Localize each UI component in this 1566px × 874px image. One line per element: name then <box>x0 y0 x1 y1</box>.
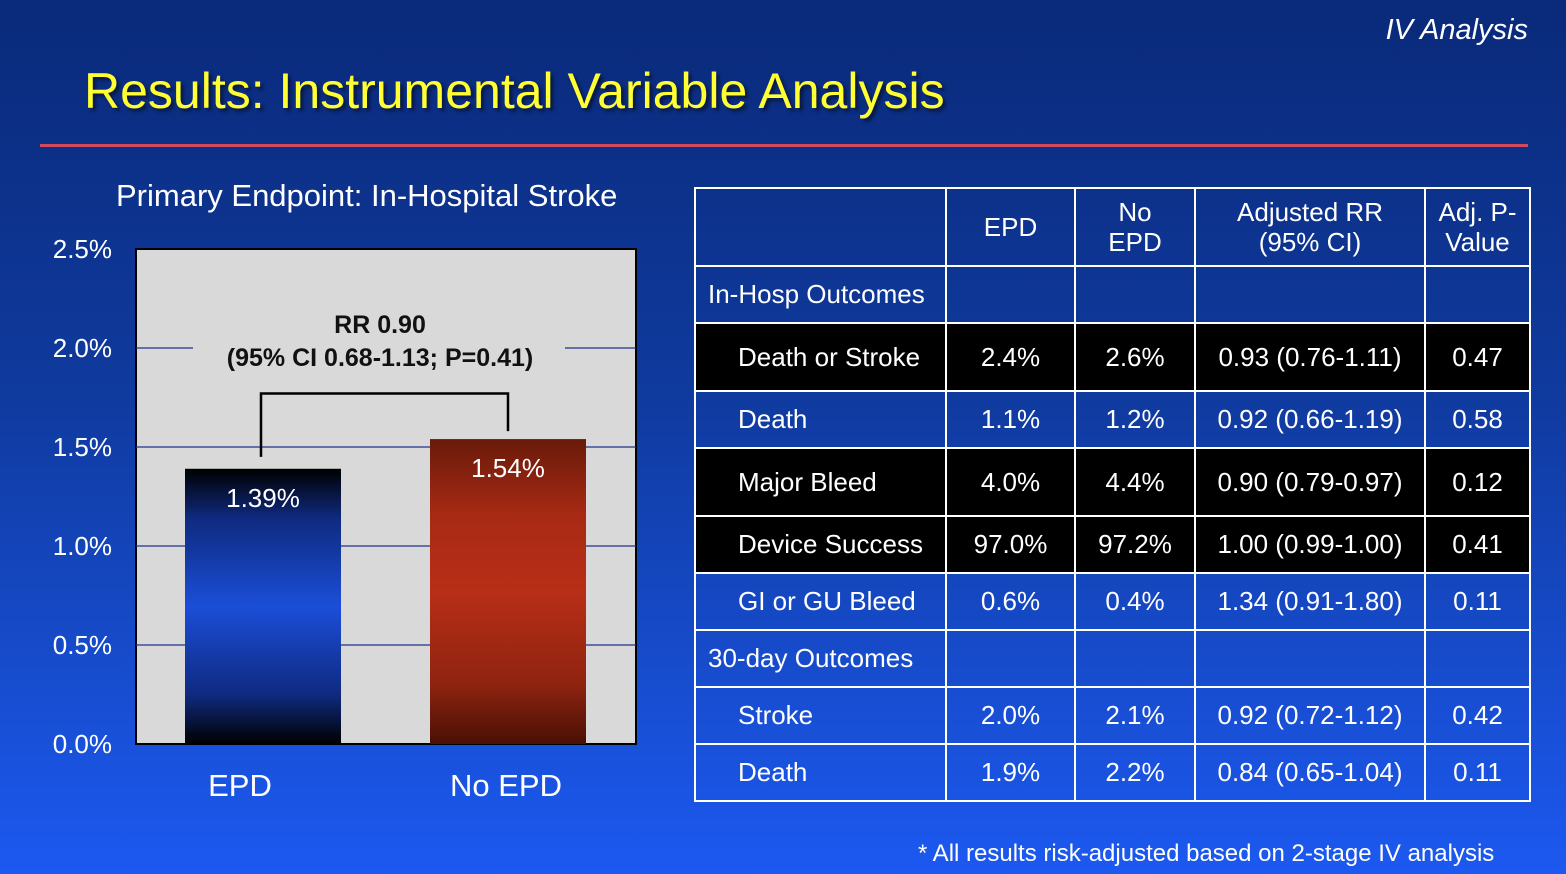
annotation-background <box>193 306 565 378</box>
row-label: 30-day Outcomes <box>694 629 947 688</box>
epd-value: 1.9% <box>945 743 1076 802</box>
adjusted-rr-value: 0.92 (0.66-1.19) <box>1194 390 1426 449</box>
header-cell-0 <box>694 187 947 267</box>
p-value <box>1424 629 1531 688</box>
p-value <box>1424 265 1531 324</box>
adjusted-rr-value: 0.92 (0.72-1.12) <box>1194 686 1426 745</box>
y-tick-label: 2.5% <box>53 234 112 264</box>
adjusted-rr-value: 1.34 (0.91-1.80) <box>1194 572 1426 631</box>
y-tick-label: 1.0% <box>53 531 112 561</box>
p-value: 0.47 <box>1424 322 1531 392</box>
row-label: Major Bleed <box>694 447 947 517</box>
table-row: Death or Stroke 2.4% 2.6% 0.93 (0.76-1.11) 0… <box>694 322 1531 392</box>
header-text: (95% CI) <box>1258 227 1362 257</box>
header-text: Adj. P- <box>1438 197 1517 227</box>
no-epd-value: 4.4% <box>1074 447 1196 517</box>
epd-value: 1.1% <box>945 390 1076 449</box>
table-row: Device Success 97.0% 97.2% 1.00 (0.99-1.00)… <box>694 515 1531 574</box>
no-epd-value: 2.1% <box>1074 686 1196 745</box>
no-epd-value <box>1074 629 1196 688</box>
comparison-bracket <box>259 392 510 457</box>
adjusted-rr-value: 0.90 (0.79-0.97) <box>1194 447 1426 517</box>
page-title: Results: Instrumental Variable Analysis <box>84 63 945 119</box>
no-epd-value: 1.2% <box>1074 390 1196 449</box>
section-label: IV Analysis <box>1385 14 1528 46</box>
epd-value: 2.4% <box>945 322 1076 392</box>
table-row: Major Bleed 4.0% 4.4% 0.90 (0.79-0.97) 0.12 <box>694 447 1531 517</box>
row-label: Stroke <box>694 686 947 745</box>
bar-epd <box>185 468 341 744</box>
header-text: Value <box>1445 227 1510 257</box>
p-value: 0.12 <box>1424 447 1531 517</box>
table-body: In-Hosp Outcomes Death or Stroke 2.4% 2.6% 0… <box>694 265 1531 802</box>
no-epd-value: 2.6% <box>1074 322 1196 392</box>
header-cell-4: Adj. P- Value <box>1424 187 1531 267</box>
p-value: 0.41 <box>1424 515 1531 574</box>
adjusted-rr-value: 0.93 (0.76-1.11) <box>1194 322 1426 392</box>
table-row: Death 1.1% 1.2% 0.92 (0.66-1.19) 0.58 <box>694 390 1531 449</box>
row-label: Death <box>694 743 947 802</box>
row-label: Device Success <box>694 515 947 574</box>
header-text: No <box>1118 197 1152 227</box>
x-tick-label: EPD <box>208 768 272 803</box>
results-table-container: EPD No EPD Adjusted RR (95% CI) Adj. P- Value … <box>694 187 1531 802</box>
bar-chart: 0.0% 0.5% 1.0% 1.5% 2.0% 2.5% 1.39% EPD 1.54% No … <box>53 234 637 803</box>
epd-value: 0.6% <box>945 572 1076 631</box>
y-tick-label: 1.5% <box>53 432 112 462</box>
header-text: EPD <box>983 212 1038 242</box>
footnote: * All results risk-adjusted based on 2-s… <box>918 840 1495 867</box>
y-tick-label: 0.0% <box>53 729 112 759</box>
data-label: 1.54% <box>471 453 545 483</box>
chart-title: Primary Endpoint: In-Hospital Stroke <box>116 178 618 213</box>
header-cell-1: EPD <box>945 187 1076 267</box>
header-text: EPD <box>1108 227 1162 257</box>
x-tick-label: No EPD <box>450 768 562 803</box>
no-epd-value: 0.4% <box>1074 572 1196 631</box>
y-tick-label: 2.0% <box>53 333 112 363</box>
table-section-row: 30-day Outcomes <box>694 629 1531 688</box>
epd-value <box>945 629 1076 688</box>
annotation-ci: (95% CI 0.68-1.13; P=0.41) <box>227 344 533 372</box>
adjusted-rr-value <box>1194 265 1426 324</box>
table-section-row: In-Hosp Outcomes <box>694 265 1531 324</box>
adjusted-rr-value: 0.84 (0.65-1.04) <box>1194 743 1426 802</box>
table-row: Stroke 2.0% 2.1% 0.92 (0.72-1.12) 0.42 <box>694 686 1531 745</box>
header-cell-3: Adjusted RR (95% CI) <box>1194 187 1426 267</box>
no-epd-value <box>1074 265 1196 324</box>
epd-value: 2.0% <box>945 686 1076 745</box>
adjusted-rr-value <box>1194 629 1426 688</box>
annotation-rr: RR 0.90 <box>334 311 426 339</box>
header-cell-2: No EPD <box>1074 187 1196 267</box>
p-value: 0.58 <box>1424 390 1531 449</box>
epd-value: 4.0% <box>945 447 1076 517</box>
y-tick-label: 0.5% <box>53 630 112 660</box>
p-value: 0.42 <box>1424 686 1531 745</box>
p-value: 0.11 <box>1424 572 1531 631</box>
data-label: 1.39% <box>226 483 300 513</box>
no-epd-value: 97.2% <box>1074 515 1196 574</box>
epd-value <box>945 265 1076 324</box>
bar-no-epd <box>430 439 586 744</box>
header-text: Adjusted RR <box>1237 197 1383 227</box>
table-header-row: EPD No EPD Adjusted RR (95% CI) Adj. P- Value <box>694 187 1531 267</box>
row-label: Death or Stroke <box>694 322 947 392</box>
no-epd-value: 2.2% <box>1074 743 1196 802</box>
table-row: GI or GU Bleed 0.6% 0.4% 1.34 (0.91-1.80) 0.… <box>694 572 1531 631</box>
results-table: EPD No EPD Adjusted RR (95% CI) Adj. P- Value … <box>694 187 1531 802</box>
epd-value: 97.0% <box>945 515 1076 574</box>
p-value: 0.11 <box>1424 743 1531 802</box>
row-label: Death <box>694 390 947 449</box>
row-label: In-Hosp Outcomes <box>694 265 947 324</box>
adjusted-rr-value: 1.00 (0.99-1.00) <box>1194 515 1426 574</box>
table-row: Death 1.9% 2.2% 0.84 (0.65-1.04) 0.11 <box>694 743 1531 802</box>
row-label: GI or GU Bleed <box>694 572 947 631</box>
title-divider <box>40 144 1528 147</box>
